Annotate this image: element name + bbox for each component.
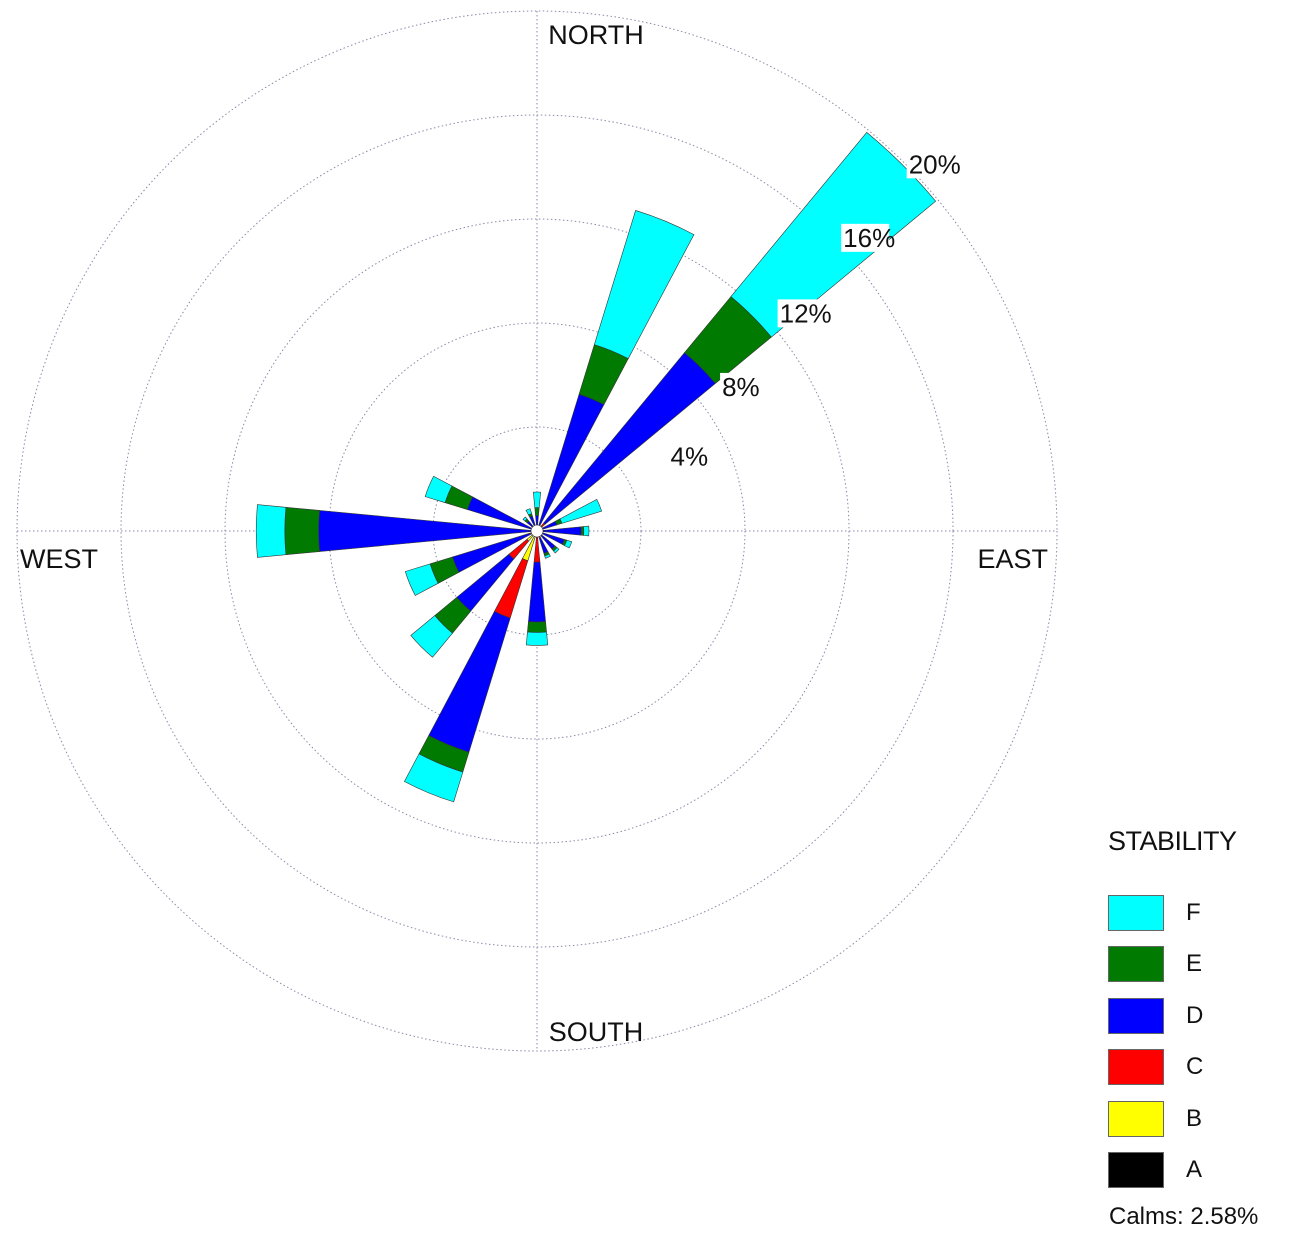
center-hole (530, 524, 544, 538)
legend-label-B: B (1186, 1104, 1203, 1132)
wedge-NNW-F (525, 508, 533, 516)
legend-swatch-A (1108, 1152, 1164, 1189)
legend-label-F: F (1186, 898, 1201, 926)
ring-label-12: 12% (780, 298, 832, 328)
ring-label-bg-12 (777, 299, 826, 328)
wedge-WSW-F (404, 563, 439, 596)
wedge-E-F (583, 525, 590, 537)
legend-swatch-B (1108, 1100, 1164, 1137)
wedge-N-E (534, 507, 540, 516)
wedge-E-E (580, 526, 585, 536)
wedge-WNW-F (424, 475, 453, 504)
wedge-NW-F (522, 516, 528, 522)
wedge-SE-F (553, 547, 560, 554)
legend-label-D: D (1186, 1001, 1204, 1029)
wind-wedges: 4% 8% 12% 16% 20% (255, 131, 961, 803)
legend-item-A: A (1108, 1145, 1298, 1197)
wedge-W-E (284, 506, 320, 556)
wedge-W-F (255, 504, 287, 558)
legend-label-E: E (1186, 950, 1203, 978)
wedge-SW-F (410, 615, 453, 658)
ring-label-bg-4 (668, 442, 703, 471)
wedge-N-D (535, 515, 539, 526)
legend-label-C: C (1186, 1053, 1204, 1081)
legend-title: STABILITY (1108, 826, 1237, 856)
direction-label-west: WEST (20, 544, 98, 574)
legend-swatch-D (1108, 997, 1164, 1034)
direction-label-south: SOUTH (549, 1017, 644, 1047)
wedge-NE-F (730, 131, 937, 338)
wedge-ENE-F (559, 498, 602, 524)
wedge-NNE-F (593, 210, 695, 360)
ring-label-4: 4% (671, 441, 709, 471)
legend-item-B: B (1108, 1093, 1298, 1145)
legend-swatch-F (1108, 894, 1164, 931)
chart-labels: NORTH SOUTH WEST EAST (20, 20, 1048, 1047)
wedge-S-C (533, 536, 541, 563)
ring-label-bg-16 (841, 223, 890, 252)
wedge-ESE-F (564, 539, 573, 549)
legend-label-A: A (1186, 1156, 1203, 1184)
wedge-SSW-F (403, 753, 464, 803)
legend-item-D: D (1108, 990, 1298, 1042)
legend-item-E: E (1108, 939, 1298, 991)
ring-label-bg-20 (906, 150, 955, 179)
ring-label-8: 8% (722, 372, 760, 402)
direction-label-east: EAST (977, 544, 1048, 574)
ring-12 (224, 218, 850, 844)
ring-label-16: 16% (843, 223, 895, 253)
legend-item-C: C (1108, 1042, 1298, 1094)
legend-swatch-C (1108, 1049, 1164, 1086)
ring-20 (16, 10, 1058, 1052)
wedge-WNW-D (467, 496, 533, 530)
legend-swatch-E (1108, 946, 1164, 983)
calms-text: Calms: 2.58% (1109, 1203, 1259, 1230)
ring-label-bg-8 (720, 372, 755, 401)
wedge-S-E (527, 621, 547, 633)
wedge-S-D (528, 561, 546, 623)
legend-item-F: F (1108, 887, 1298, 939)
ring-label-20: 20% (909, 149, 961, 179)
direction-label-north: NORTH (548, 20, 644, 50)
ring-4 (432, 426, 642, 636)
ring-16 (120, 114, 954, 948)
wedge-S-F (525, 631, 549, 646)
wedge-E-D (542, 526, 582, 536)
wedge-N-F (533, 491, 541, 509)
wedge-SSE-F (544, 553, 551, 559)
